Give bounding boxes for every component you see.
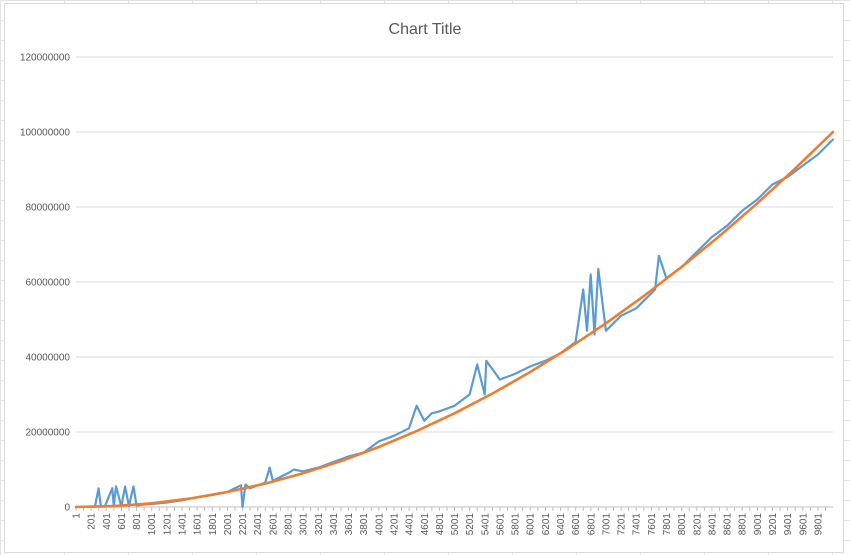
x-tick-label: 7001 <box>601 513 612 536</box>
x-tick-label: 2801 <box>283 513 294 536</box>
x-tick-label: 9001 <box>753 513 764 536</box>
x-tick-label: 9801 <box>813 513 824 536</box>
x-axis: 1 201 401 601 801 1001 1201 1401 1601 1801 2001 220… <box>72 506 833 536</box>
x-tick-label: 8201 <box>692 513 703 536</box>
x-tick-label: 3401 <box>329 513 340 536</box>
x-tick-label: 5001 <box>450 513 461 536</box>
x-tick-label: 7201 <box>617 513 628 536</box>
x-tick-label: 3001 <box>299 513 310 536</box>
x-tick-label: 7601 <box>647 513 658 536</box>
x-tick-label: 9401 <box>783 513 794 536</box>
y-axis: 0 20000000 40000000 60000000 80000000 1000000… <box>20 53 71 514</box>
series-line-trend[interactable] <box>74 130 835 509</box>
x-tick-label: 7401 <box>632 513 643 536</box>
x-tick-label: 2201 <box>238 513 249 536</box>
plot-area[interactable]: 0 20000000 40000000 60000000 80000000 1000000… <box>5 4 845 554</box>
y-tick-label: 60000000 <box>26 278 71 289</box>
y-tick-label: 20000000 <box>26 428 71 439</box>
x-tick-label: 5401 <box>480 513 491 536</box>
x-tick-label: 4601 <box>420 513 431 536</box>
x-tick-label: 3601 <box>344 513 355 536</box>
series-line-data[interactable] <box>74 138 835 509</box>
x-tick-label: 1801 <box>208 513 219 536</box>
x-tick-label: 1001 <box>147 513 158 536</box>
x-tick-label: 2401 <box>253 513 264 536</box>
x-tick-label: 401 <box>102 513 113 530</box>
x-tick-label: 2601 <box>268 513 279 536</box>
y-tick-label: 80000000 <box>26 203 71 214</box>
gridlines <box>76 56 833 508</box>
x-tick-label: 6001 <box>526 513 537 536</box>
x-tick-label: 1601 <box>193 513 204 536</box>
x-tick-label: 4401 <box>405 513 416 536</box>
x-tick-label: 6801 <box>586 513 597 536</box>
x-tick-label: 5801 <box>511 513 522 536</box>
x-tick-label: 6401 <box>556 513 567 536</box>
y-tick-label: 100000000 <box>20 128 70 139</box>
x-tick-label: 6601 <box>571 513 582 536</box>
y-tick-label: 40000000 <box>26 353 71 364</box>
x-tick-label: 8801 <box>738 513 749 536</box>
x-tick-label: 1201 <box>162 513 173 536</box>
x-tick-label: 7801 <box>662 513 673 536</box>
y-tick-label: 0 <box>64 503 70 514</box>
x-tick-label: 3801 <box>359 513 370 536</box>
x-tick-label: 801 <box>132 513 143 530</box>
x-tick-label: 4001 <box>374 513 385 536</box>
x-tick-label: 4801 <box>435 513 446 536</box>
x-tick-label: 9601 <box>798 513 809 536</box>
x-tick-label: 8601 <box>723 513 734 536</box>
x-tick-label: 3201 <box>314 513 325 536</box>
x-tick-label: 1401 <box>177 513 188 536</box>
x-tick-label: 8401 <box>707 513 718 536</box>
chart-area[interactable]: Chart Title 0 20000000 40000000 60000000 800… <box>4 3 844 553</box>
x-tick-label: 601 <box>117 513 128 530</box>
x-tick-label: 1 <box>72 513 83 519</box>
y-tick-label: 120000000 <box>20 53 70 64</box>
x-tick-label: 201 <box>87 513 98 530</box>
x-tick-label: 5201 <box>465 513 476 536</box>
x-tick-label: 2001 <box>223 513 234 536</box>
x-tick-label: 5601 <box>495 513 506 536</box>
x-tick-label: 6201 <box>541 513 552 536</box>
x-tick-label: 4201 <box>389 513 400 536</box>
series-layer <box>74 130 835 509</box>
chart-title[interactable]: Chart Title <box>388 21 462 38</box>
x-tick-label: 8001 <box>677 513 688 536</box>
x-tick-label: 9201 <box>768 513 779 536</box>
